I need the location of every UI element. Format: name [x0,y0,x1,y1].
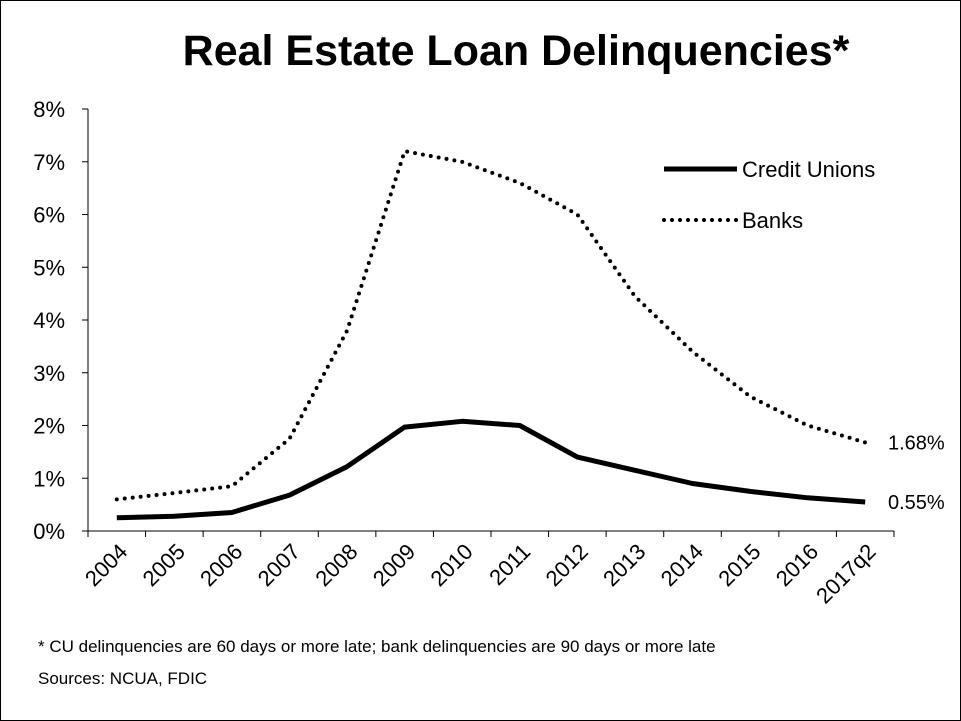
x-tick-label: 2009 [368,539,420,591]
x-tick-label: 2013 [598,539,650,591]
series-line-credit-unions [116,418,866,521]
legend-label: Banks [742,208,803,233]
y-tick-label: 8% [33,97,65,122]
y-tick-label: 1% [33,466,65,491]
y-tick-label: 0% [33,519,65,544]
y-tick-label: 2% [33,414,65,439]
x-tick-label: 2008 [310,539,362,591]
x-tick-label: 2015 [713,539,765,591]
x-tick-label: 2017q2 [811,539,881,609]
y-tick-label: 7% [33,150,65,175]
x-tick-label: 2014 [656,539,708,591]
source-note: Sources: NCUA, FDIC [38,669,208,688]
x-tick-label: 2005 [138,539,190,591]
x-tick-label: 2006 [195,539,247,591]
y-tick-label: 4% [33,308,65,333]
end-value-label: 1.68% [888,432,945,454]
footnote: * CU delinquencies are 60 days or more l… [38,637,716,656]
y-tick-label: 3% [33,361,65,386]
x-tick-label: 2004 [80,539,132,591]
y-tick-label: 6% [33,203,65,228]
series-line-banks [114,149,868,502]
x-tick-label: 2012 [541,539,593,591]
end-value-label: 0.55% [888,492,945,514]
x-tick-label: 2011 [484,539,535,590]
legend-label: Credit Unions [742,157,875,182]
chart-title: Real Estate Loan Delinquencies* [182,27,850,75]
y-tick-label: 5% [33,255,65,280]
x-tick-label: 2010 [425,539,477,591]
x-tick-label: 2016 [771,539,823,591]
x-tick-label: 2007 [253,539,305,591]
